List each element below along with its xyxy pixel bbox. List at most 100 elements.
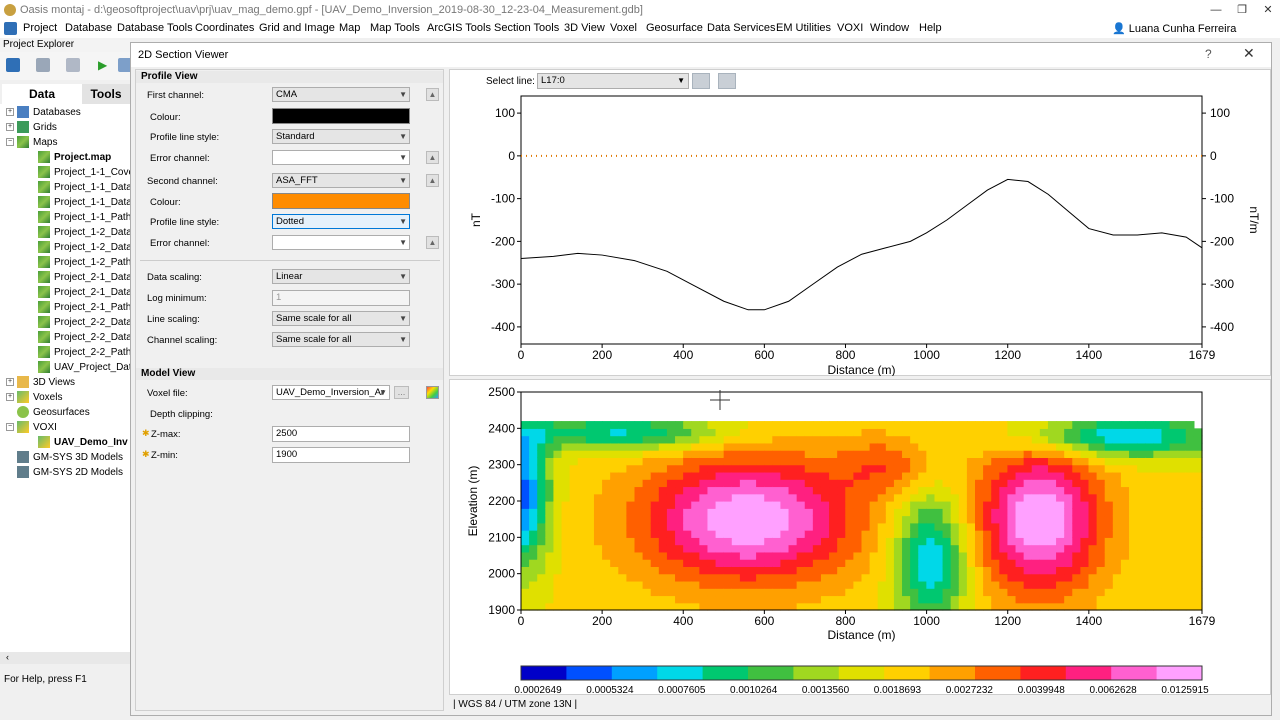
tree-item-grids[interactable]: + Grids bbox=[6, 121, 57, 134]
menu-voxel[interactable]: Voxel bbox=[610, 22, 637, 34]
heatmap-cell bbox=[1080, 573, 1090, 582]
folder-icon[interactable] bbox=[36, 58, 50, 72]
collapse-icon[interactable]: − bbox=[6, 423, 14, 432]
log-minimum-input[interactable]: 1 bbox=[272, 290, 410, 306]
error-channel-select-first[interactable]: ▼ bbox=[272, 150, 410, 165]
minimize-icon[interactable]: — bbox=[1210, 4, 1222, 16]
tree-item-map[interactable]: Project_2-1_Data.m bbox=[38, 270, 130, 285]
tree-item-map[interactable]: Project_2-2_Path.m bbox=[38, 345, 130, 360]
menu-database-tools[interactable]: Database Tools bbox=[117, 22, 193, 34]
tree-item-voxi[interactable]: − VOXI bbox=[6, 421, 57, 434]
tree-item-map[interactable]: Project_2-1_Path.m bbox=[38, 300, 130, 315]
colour-swatch-second[interactable] bbox=[272, 193, 410, 209]
menu-database[interactable]: Database bbox=[65, 22, 113, 34]
menu-em-utilities[interactable]: EM Utilities bbox=[776, 22, 832, 34]
menu-data-services[interactable]: Data Services bbox=[707, 22, 776, 34]
browse-button[interactable]: … bbox=[394, 386, 409, 399]
line-style-select-first[interactable]: Standard ▼ bbox=[272, 129, 410, 144]
tree-item-map[interactable]: Project_2-1_Data.m bbox=[38, 285, 130, 300]
heatmap-cell bbox=[577, 471, 587, 480]
tree-item-map[interactable]: UAV_Project_Data bbox=[38, 360, 130, 375]
menu-voxi[interactable]: VOXI bbox=[837, 22, 864, 34]
tree-item-databases[interactable]: + Databases bbox=[6, 106, 81, 119]
tree-item-map[interactable]: Project_1-1_Data.m bbox=[38, 180, 130, 195]
tree-item-map[interactable]: Project_1-1_Path.m bbox=[38, 210, 130, 225]
close-icon[interactable]: ✕ bbox=[1243, 45, 1255, 61]
line-style-select-second[interactable]: Dotted ▼ bbox=[272, 214, 410, 229]
menu-geosurface[interactable]: Geosurface bbox=[646, 22, 703, 34]
refresh-icon[interactable] bbox=[6, 58, 20, 72]
help-icon[interactable]: ? bbox=[1205, 47, 1212, 61]
tree-item-map[interactable]: Project_1-2_Data.m bbox=[38, 240, 130, 255]
tree-item-maps[interactable]: − Maps bbox=[6, 136, 58, 149]
tree-item-gmsys-2d[interactable]: GM-SYS 2D Models bbox=[6, 465, 123, 480]
menu-arcgis-tools[interactable]: ArcGIS Tools bbox=[427, 22, 491, 34]
restore-icon[interactable]: ❐ bbox=[1237, 4, 1247, 16]
tree-item-3d-views[interactable]: +3D Views bbox=[6, 376, 76, 389]
tree-item-voxels[interactable]: + Voxels bbox=[6, 391, 63, 404]
tree-item-map[interactable]: Project.map bbox=[38, 150, 111, 165]
channel-scaling-select[interactable]: Same scale for all ▼ bbox=[272, 332, 410, 347]
error-channel-select-second[interactable]: ▼ bbox=[272, 235, 410, 250]
heatmap-cell bbox=[537, 595, 546, 604]
previous-line-icon[interactable] bbox=[692, 73, 710, 89]
colour-table-icon[interactable] bbox=[426, 386, 439, 399]
tree-item-map[interactable]: Project_2-2_Data.m bbox=[38, 330, 130, 345]
error-options-icon[interactable]: ▲ bbox=[426, 236, 439, 249]
run-icon[interactable]: ▶ bbox=[98, 58, 108, 72]
select-line-dropdown[interactable]: L17:0 ▼ bbox=[537, 73, 689, 89]
menu-help[interactable]: Help bbox=[919, 22, 942, 34]
zmax-input[interactable]: 2500 bbox=[272, 426, 410, 442]
tree-item-map[interactable]: Project_1-2_Path.m bbox=[38, 255, 130, 270]
heatmap-cell bbox=[634, 464, 644, 473]
heatmap-cell bbox=[983, 428, 992, 437]
menu-grid-and-image[interactable]: Grid and Image bbox=[259, 22, 335, 34]
heatmap-cell bbox=[780, 486, 790, 495]
tree-item-map[interactable]: Project_1-1_Data.m bbox=[38, 195, 130, 210]
error-options-icon[interactable]: ▲ bbox=[426, 151, 439, 164]
line-scaling-select[interactable]: Same scale for all ▼ bbox=[272, 311, 410, 326]
tree-item-voxi-model[interactable]: UAV_Demo_Inv bbox=[38, 435, 128, 450]
menu-coordinates[interactable]: Coordinates bbox=[195, 22, 255, 34]
data-scaling-select[interactable]: Linear ▼ bbox=[272, 269, 410, 284]
tree-item-gmsys-3d[interactable]: GM-SYS 3D Models bbox=[6, 450, 123, 465]
channel-options-icon[interactable]: ▲ bbox=[426, 174, 439, 187]
tree-item-geosurfaces[interactable]: Geosurfaces bbox=[6, 405, 90, 420]
expand-icon[interactable]: + bbox=[6, 378, 14, 387]
channel-options-icon[interactable]: ▲ bbox=[426, 88, 439, 101]
colour-swatch-first[interactable] bbox=[272, 108, 410, 124]
expand-icon[interactable]: + bbox=[6, 123, 14, 132]
heatmap-cell bbox=[966, 537, 976, 546]
menu-3d-view[interactable]: 3D View bbox=[564, 22, 605, 34]
heatmap-cell bbox=[666, 566, 676, 575]
tab-data[interactable]: Data bbox=[2, 84, 82, 104]
next-line-icon[interactable] bbox=[718, 73, 736, 89]
grid-view-icon[interactable] bbox=[118, 58, 132, 72]
tab-tools[interactable]: Tools bbox=[82, 84, 130, 104]
database-view-icon[interactable] bbox=[66, 58, 80, 72]
heatmap-cell bbox=[699, 566, 709, 575]
close-window-icon[interactable]: ✕ bbox=[1263, 4, 1273, 16]
expand-icon[interactable]: + bbox=[6, 393, 14, 402]
voxel-file-select[interactable]: UAV_Demo_Inversion_Ar ▼ bbox=[272, 385, 390, 400]
collapse-icon[interactable]: − bbox=[6, 138, 14, 147]
scroll-left-icon[interactable]: ‹ bbox=[6, 652, 9, 662]
user-account[interactable]: 👤 Luana Cunha Ferreira bbox=[1112, 22, 1236, 35]
tree-horizontal-scrollbar[interactable]: ‹ bbox=[0, 652, 130, 664]
first-channel-select[interactable]: CMA ▼ bbox=[272, 87, 410, 102]
tree-item-map[interactable]: Project_2-2_Data.m bbox=[38, 315, 130, 330]
heatmap-cell bbox=[626, 602, 636, 611]
expand-icon[interactable]: + bbox=[6, 108, 14, 117]
heatmap-cell bbox=[958, 486, 968, 495]
heatmap-cell bbox=[942, 544, 952, 553]
menu-map[interactable]: Map bbox=[339, 22, 361, 34]
zmin-input[interactable]: 1900 bbox=[272, 447, 410, 463]
app-menu-icon[interactable] bbox=[4, 22, 17, 35]
second-channel-select[interactable]: ASA_FFT ▼ bbox=[272, 173, 410, 188]
tree-item-map[interactable]: Project_1-1_Cover bbox=[38, 165, 130, 180]
menu-section-tools[interactable]: Section Tools bbox=[494, 22, 560, 34]
tree-item-map[interactable]: Project_1-2_Data.m bbox=[38, 225, 130, 240]
menu-project[interactable]: Project bbox=[23, 22, 58, 34]
menu-window[interactable]: Window bbox=[870, 22, 910, 34]
menu-map-tools[interactable]: Map Tools bbox=[370, 22, 420, 34]
